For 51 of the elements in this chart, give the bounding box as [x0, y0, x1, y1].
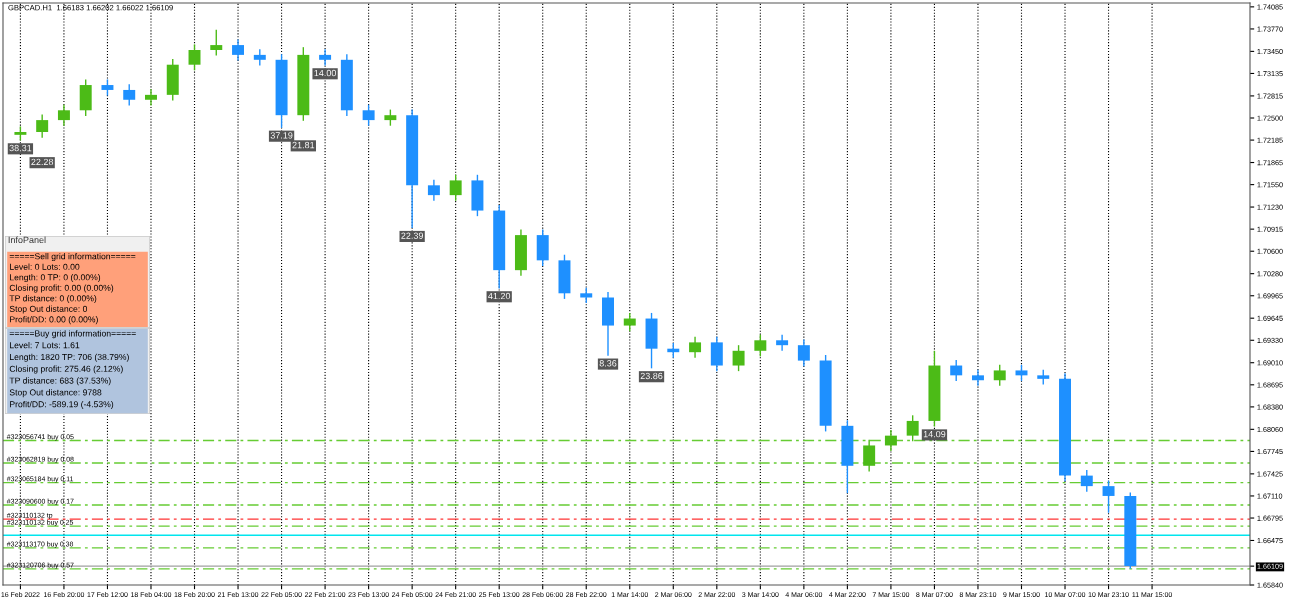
candlestick — [57, 103, 70, 127]
annotation: TP distance: 0 (0.00%) — [9, 295, 97, 304]
candlestick — [188, 43, 201, 72]
candlestick — [950, 359, 963, 382]
annotation: Closing profit: 0.00 (0.00%) — [9, 284, 114, 293]
text: InfoPanel — [8, 236, 46, 244]
candlestick — [123, 83, 136, 107]
candlestick — [689, 336, 702, 359]
text: 37.19 — [270, 132, 293, 139]
candlestick — [449, 174, 462, 202]
candlestick — [623, 312, 636, 332]
text: 22.28 — [31, 158, 54, 166]
candlestick — [427, 179, 440, 202]
candlestick — [1102, 479, 1115, 514]
annotation: Length: 0 TP: 0 (0.00%) — [10, 274, 101, 283]
candlestick — [319, 48, 332, 67]
annotation: =====Buy grid information===== — [9, 330, 136, 339]
annotation: Stop Out distance: 0 — [9, 305, 88, 314]
annotation: =====Sell grid information===== — [9, 253, 136, 262]
text: 14.00 — [314, 69, 337, 77]
annotation: Stop Out distance: 9788 — [9, 389, 102, 398]
annotation: TP distance: 683 (37.53%) — [9, 377, 111, 386]
candlestick — [971, 369, 984, 387]
annotation: Closing profit: 275.46 (2.12%) — [9, 365, 123, 374]
candlestick — [797, 338, 810, 367]
candlestick — [732, 344, 745, 372]
candlestick — [754, 333, 767, 358]
text: 8.36 — [599, 360, 617, 367]
annotation: Level: 7 Lots: 1.61 — [10, 341, 80, 349]
text: 14.09 — [923, 430, 946, 438]
annotation: Profit/DD: -589.19 (-4.53%) — [10, 400, 114, 409]
text: 41.20 — [488, 292, 511, 300]
candlestick — [906, 414, 919, 442]
candlestick — [210, 28, 223, 57]
candlestick — [710, 336, 723, 372]
annotation: Level: 0 Lots: 0.00 — [10, 263, 80, 270]
candlestick — [362, 103, 375, 127]
candlestick — [145, 88, 157, 107]
text: 22.39 — [401, 232, 424, 239]
text: 38.31 — [9, 144, 32, 152]
candlestick — [863, 439, 876, 473]
candlestick — [36, 113, 49, 139]
text: 23.86 — [640, 372, 663, 380]
candlestick — [993, 364, 1006, 387]
annotation: Profit/DD: 0.00 (0.00%) — [10, 316, 98, 325]
annotation: Length: 1820 TP: 706 (38.79%) — [10, 353, 129, 362]
candlestick — [1080, 469, 1093, 493]
text: 21.81 — [292, 141, 315, 149]
candlestick — [776, 333, 789, 352]
candlestick — [232, 38, 245, 62]
candlestick — [884, 429, 897, 452]
